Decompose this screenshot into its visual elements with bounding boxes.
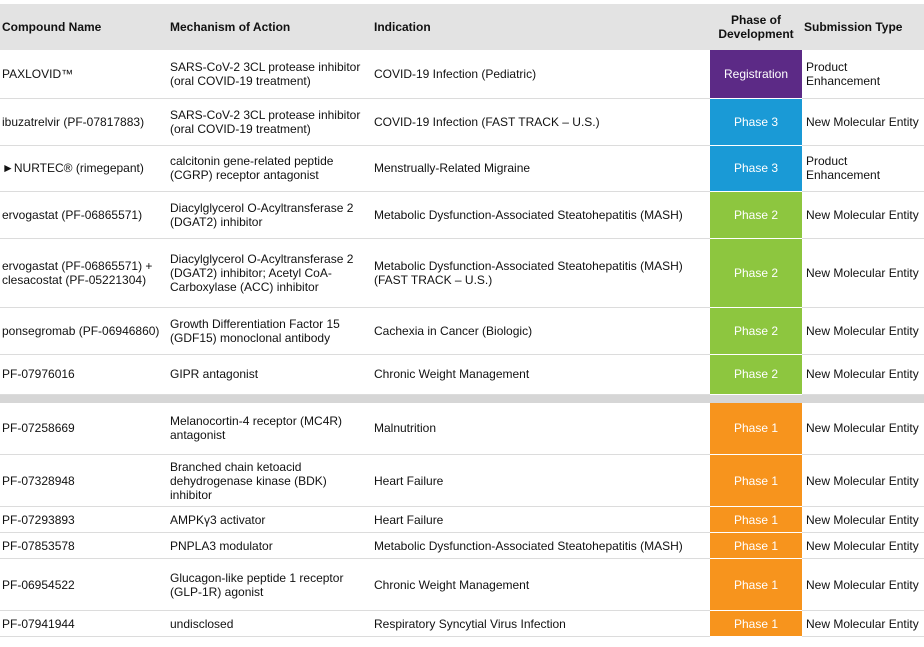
table-row: PF-07328948 Branched chain ketoacid dehyd… [0, 454, 924, 507]
pipeline-table: Compound Name Mechanism of Action Indica… [0, 4, 924, 637]
compound-cell: PAXLOVID™ [0, 50, 168, 99]
submission-cell: Product Enhancement [802, 50, 924, 99]
table-row: PF-07976016 GIPR antagonist Chronic Weight… [0, 354, 924, 395]
phase-cell: Phase 2 [710, 307, 802, 355]
submission-cell: New Molecular Entity [802, 506, 924, 533]
compound-cell: ervogastat (PF-06865571) + clesacostat (… [0, 238, 168, 308]
mechanism-cell: AMPKγ3 activator [168, 506, 372, 533]
phase-cell: Phase 1 [710, 506, 802, 533]
phase-cell: Phase 2 [710, 354, 802, 395]
compound-cell: PF-07853578 [0, 532, 168, 559]
compound-cell: ibuzatrelvir (PF-07817883) [0, 98, 168, 146]
mechanism-cell: PNPLA3 modulator [168, 532, 372, 559]
mechanism-cell: calcitonin gene-related peptide (CGRP) r… [168, 145, 372, 192]
indication-cell: Metabolic Dysfunction-Associated Steatoh… [372, 532, 710, 559]
table-row: ibuzatrelvir (PF-07817883) SARS-CoV-2 3CL… [0, 98, 924, 146]
compound-cell: ponsegromab (PF-06946860) [0, 307, 168, 355]
phase-cell: Phase 1 [710, 454, 802, 507]
table-row: PF-07941944 undisclosed Respiratory Syncyt… [0, 610, 924, 637]
phase-cell: Phase 3 [710, 98, 802, 146]
phase-cell: Phase 2 [710, 191, 802, 239]
submission-cell: New Molecular Entity [802, 532, 924, 559]
header-cell: Indication [372, 4, 710, 50]
submission-cell: New Molecular Entity [802, 454, 924, 507]
indication-cell: Heart Failure [372, 454, 710, 507]
compound-cell: ►NURTEC® (rimegepant) [0, 145, 168, 192]
indication-cell: COVID-19 Infection (FAST TRACK – U.S.) [372, 98, 710, 146]
phase-cell: Phase 1 [710, 532, 802, 559]
indication-cell: Menstrually-Related Migraine [372, 145, 710, 192]
submission-cell: New Molecular Entity [802, 238, 924, 308]
mechanism-cell: Melanocortin-4 receptor (MC4R) antagonis… [168, 402, 372, 455]
mechanism-cell: Glucagon-like peptide 1 receptor (GLP-1R… [168, 558, 372, 611]
compound-cell: PF-07293893 [0, 506, 168, 533]
submission-cell: New Molecular Entity [802, 354, 924, 395]
table-row: ponsegromab (PF-06946860) Growth Differen… [0, 307, 924, 355]
indication-cell: COVID-19 Infection (Pediatric) [372, 50, 710, 99]
compound-cell: PF-07258669 [0, 402, 168, 455]
phase-cell: Phase 3 [710, 145, 802, 192]
header-cell: Phase of Development [710, 4, 802, 50]
submission-cell: New Molecular Entity [802, 402, 924, 455]
indication-cell: Heart Failure [372, 506, 710, 533]
table-row: ervogastat (PF-06865571) Diacylglycerol O… [0, 191, 924, 239]
submission-cell: New Molecular Entity [802, 191, 924, 239]
table-row: ervogastat (PF-06865571) + clesacostat (… [0, 238, 924, 308]
header-cell: Compound Name [0, 4, 168, 50]
indication-cell: Malnutrition [372, 402, 710, 455]
compound-cell: PF-07976016 [0, 354, 168, 395]
header-row: Compound Name Mechanism of Action Indica… [0, 4, 924, 50]
mechanism-cell: Diacylglycerol O-Acyltransferase 2 (DGAT… [168, 191, 372, 239]
compound-cell: ervogastat (PF-06865571) [0, 191, 168, 239]
table-row: ►NURTEC® (rimegepant) calcitonin gene-rel… [0, 145, 924, 192]
table-row: PF-07293893 AMPKγ3 activator Heart Failure… [0, 506, 924, 533]
indication-cell: Metabolic Dysfunction-Associated Steatoh… [372, 238, 710, 308]
header-cell: Submission Type [802, 4, 924, 50]
separator-cell [0, 394, 924, 403]
compound-cell: PF-06954522 [0, 558, 168, 611]
phase-cell: Phase 1 [710, 402, 802, 455]
submission-cell: Product Enhancement [802, 145, 924, 192]
phase-cell: Registration [710, 50, 802, 99]
table-row: PF-07258669 Melanocortin-4 receptor (MC4R… [0, 402, 924, 455]
compound-cell: PF-07941944 [0, 610, 168, 637]
submission-cell: New Molecular Entity [802, 558, 924, 611]
group-separator [0, 394, 924, 403]
table-row: PF-06954522 Glucagon-like peptide 1 recep… [0, 558, 924, 611]
mechanism-cell: Growth Differentiation Factor 15 (GDF15)… [168, 307, 372, 355]
indication-cell: Chronic Weight Management [372, 354, 710, 395]
submission-cell: New Molecular Entity [802, 610, 924, 637]
indication-cell: Cachexia in Cancer (Biologic) [372, 307, 710, 355]
mechanism-cell: GIPR antagonist [168, 354, 372, 395]
indication-cell: Metabolic Dysfunction-Associated Steatoh… [372, 191, 710, 239]
submission-cell: New Molecular Entity [802, 307, 924, 355]
mechanism-cell: Diacylglycerol O-Acyltransferase 2 (DGAT… [168, 238, 372, 308]
phase-cell: Phase 2 [710, 238, 802, 308]
phase-cell: Phase 1 [710, 558, 802, 611]
indication-cell: Chronic Weight Management [372, 558, 710, 611]
table-body: PAXLOVID™ SARS-CoV-2 3CL protease inhibit… [0, 50, 924, 637]
mechanism-cell: undisclosed [168, 610, 372, 637]
compound-cell: PF-07328948 [0, 454, 168, 507]
header-cell: Mechanism of Action [168, 4, 372, 50]
indication-cell: Respiratory Syncytial Virus Infection [372, 610, 710, 637]
mechanism-cell: SARS-CoV-2 3CL protease inhibitor (oral … [168, 50, 372, 99]
mechanism-cell: SARS-CoV-2 3CL protease inhibitor (oral … [168, 98, 372, 146]
submission-cell: New Molecular Entity [802, 98, 924, 146]
phase-cell: Phase 1 [710, 610, 802, 637]
table-row: PF-07853578 PNPLA3 modulator Metabolic Dys… [0, 532, 924, 559]
table-row: PAXLOVID™ SARS-CoV-2 3CL protease inhibit… [0, 50, 924, 99]
mechanism-cell: Branched chain ketoacid dehydrogenase ki… [168, 454, 372, 507]
